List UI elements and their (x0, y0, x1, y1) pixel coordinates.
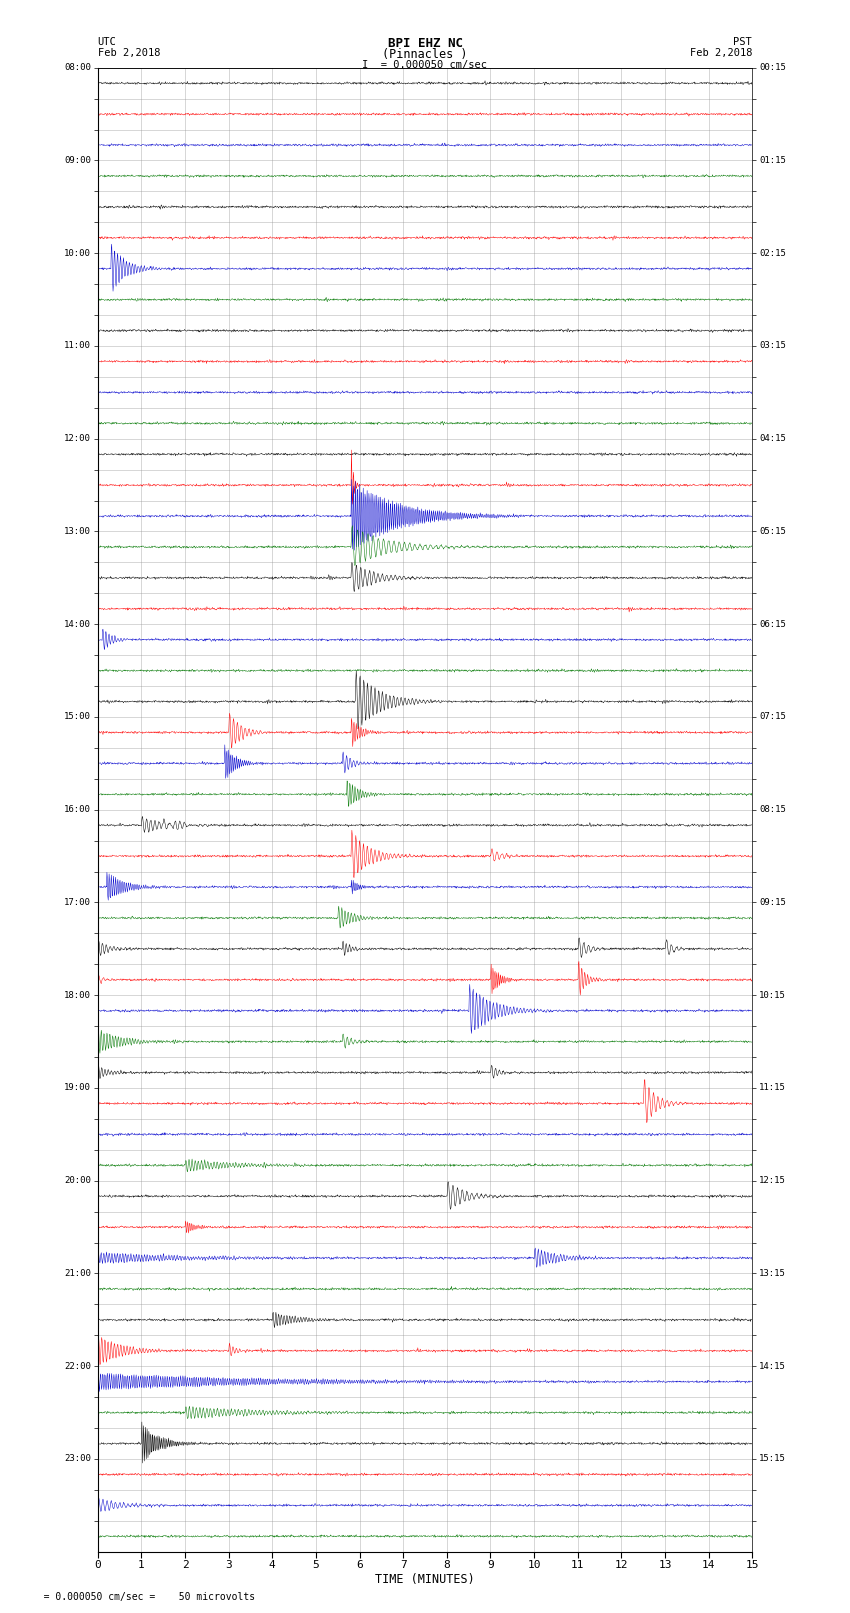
Text: BPI EHZ NC: BPI EHZ NC (388, 37, 462, 50)
Text: = 0.000050 cm/sec =    50 microvolts: = 0.000050 cm/sec = 50 microvolts (26, 1592, 255, 1602)
Text: I  = 0.000050 cm/sec: I = 0.000050 cm/sec (362, 60, 488, 69)
Text: UTC: UTC (98, 37, 116, 47)
Text: (Pinnacles ): (Pinnacles ) (382, 48, 468, 61)
Text: Feb 2,2018: Feb 2,2018 (98, 48, 161, 58)
X-axis label: TIME (MINUTES): TIME (MINUTES) (375, 1573, 475, 1586)
Text: Feb 2,2018: Feb 2,2018 (689, 48, 752, 58)
Text: PST: PST (734, 37, 752, 47)
